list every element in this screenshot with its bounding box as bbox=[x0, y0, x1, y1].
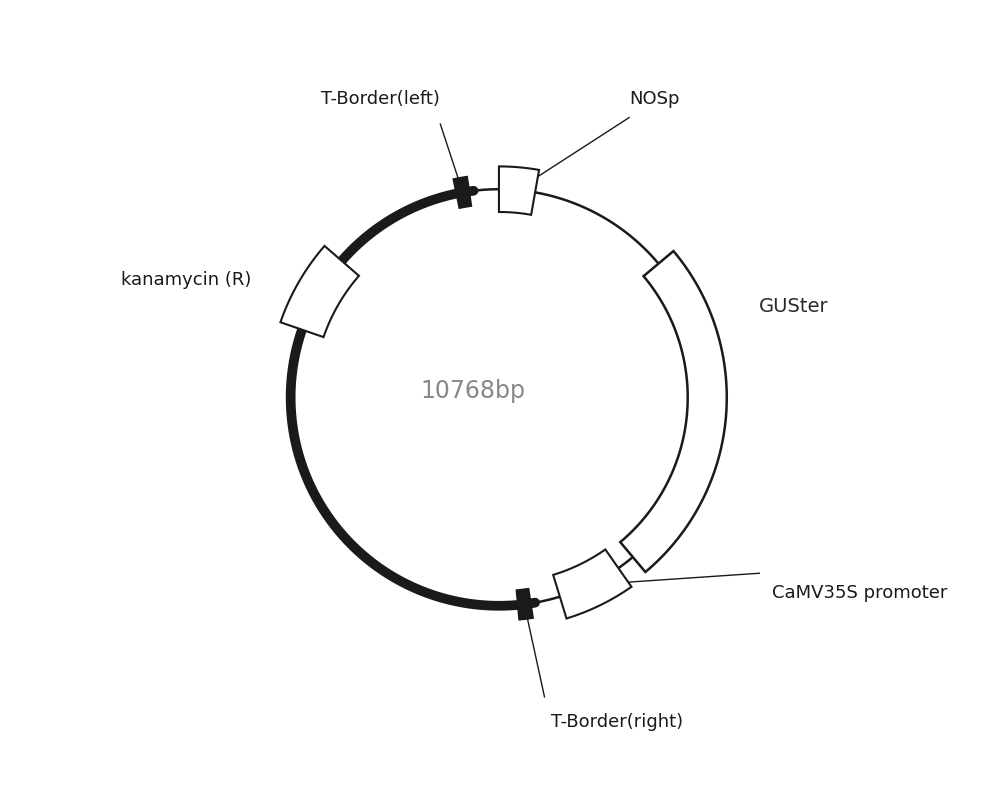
Text: NOSp: NOSp bbox=[629, 90, 680, 108]
Text: GUSter: GUSter bbox=[759, 297, 829, 316]
Polygon shape bbox=[553, 549, 631, 619]
Polygon shape bbox=[454, 176, 471, 208]
Text: CaMV35S promoter: CaMV35S promoter bbox=[772, 584, 948, 602]
Text: kanamycin (R): kanamycin (R) bbox=[121, 271, 252, 289]
Text: T-Border(left): T-Border(left) bbox=[321, 90, 440, 108]
Polygon shape bbox=[517, 589, 533, 619]
Polygon shape bbox=[280, 246, 359, 337]
Text: T-Border(right): T-Border(right) bbox=[551, 713, 683, 731]
Polygon shape bbox=[499, 166, 539, 215]
Text: 10768bp: 10768bp bbox=[420, 379, 525, 403]
Polygon shape bbox=[620, 251, 727, 572]
